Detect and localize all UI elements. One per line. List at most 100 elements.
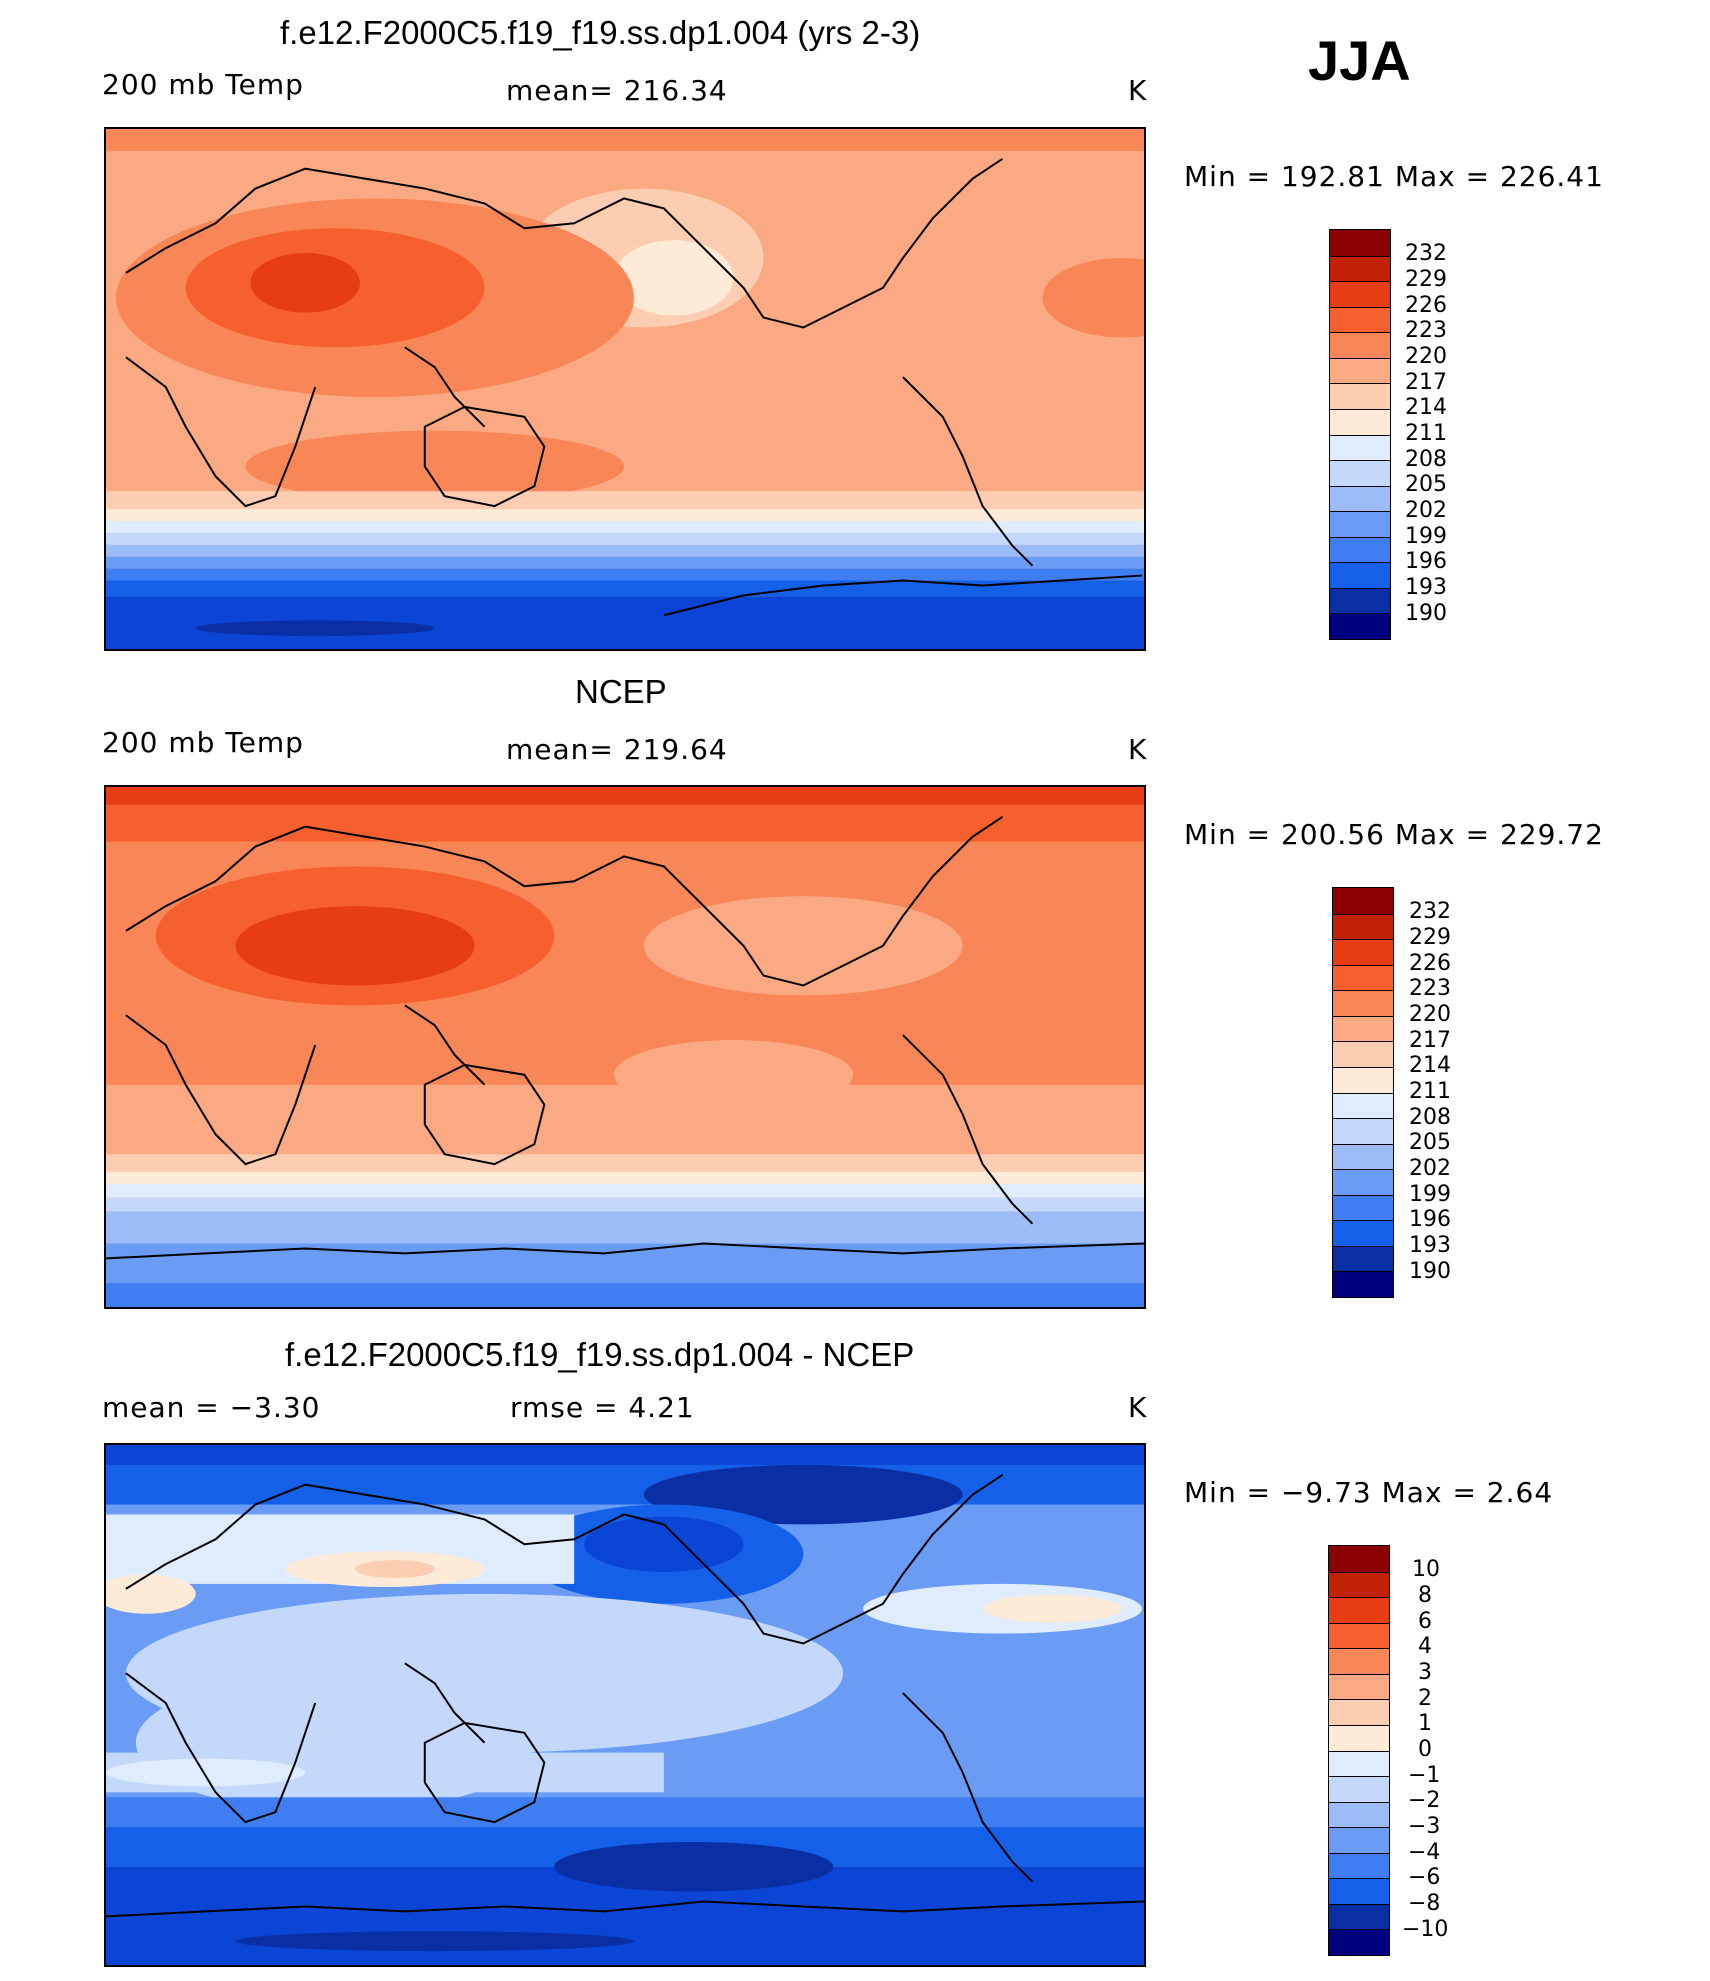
panel-2-tick: 199	[1409, 1182, 1451, 1207]
colorbar-swatch	[1329, 1571, 1389, 1598]
colorbar-swatch	[1330, 536, 1390, 563]
colorbar-swatch	[1329, 1724, 1389, 1751]
panel-2-tick: 226	[1409, 951, 1451, 976]
panel-3-tick: −2	[1408, 1788, 1441, 1813]
colorbar-swatch	[1330, 255, 1390, 282]
colorbar-swatch	[1330, 613, 1390, 639]
panel-3-tick: −1	[1408, 1763, 1441, 1788]
colorbar-swatch	[1333, 964, 1393, 991]
panel-1-title: f.e12.F2000C5.f19_f19.ss.dp1.004 (yrs 2-…	[280, 14, 921, 51]
panel-1-colorbar	[1329, 229, 1391, 640]
colorbar-swatch	[1329, 1699, 1389, 1725]
colorbar-swatch	[1330, 562, 1390, 588]
colorbar-swatch	[1330, 434, 1390, 461]
panel-3-map	[104, 1443, 1146, 1967]
panel-2-contour-field	[106, 787, 1144, 1307]
colorbar-swatch	[1333, 1194, 1393, 1221]
panel-1-tick: 232	[1405, 241, 1447, 266]
panel-1-tick: 196	[1405, 549, 1447, 574]
colorbar-swatch	[1329, 1546, 1389, 1572]
colorbar-swatch	[1333, 1015, 1393, 1042]
colorbar-swatch	[1329, 1852, 1389, 1879]
panel-3-contour-field	[106, 1445, 1144, 1965]
panel-3-tick: 10	[1412, 1557, 1440, 1582]
panel-1-minmax: Min = 192.81 Max = 226.41	[1184, 160, 1604, 193]
panel-2-tick: 193	[1409, 1233, 1451, 1258]
colorbar-swatch	[1330, 383, 1390, 409]
panel-2-tick: 223	[1409, 976, 1451, 1001]
panel-3-tick: 8	[1418, 1583, 1432, 1608]
panel-3-rmse-label: rmse = 4.21	[510, 1391, 695, 1424]
panel-3-mean-label: mean = −3.30	[102, 1391, 321, 1424]
panel-2-tick: 196	[1409, 1207, 1451, 1232]
panel-2-map	[104, 785, 1146, 1309]
colorbar-swatch	[1329, 1801, 1389, 1828]
colorbar-swatch	[1333, 1245, 1393, 1272]
colorbar-swatch	[1330, 587, 1390, 614]
panel-2-tick: 217	[1409, 1028, 1451, 1053]
panel-2-tick: 202	[1409, 1156, 1451, 1181]
panel-2-variable-label: 200 mb Temp	[102, 726, 304, 759]
colorbar-swatch	[1333, 1271, 1393, 1297]
colorbar-swatch	[1330, 281, 1390, 307]
panel-1-tick: 226	[1405, 293, 1447, 318]
panel-3-title: f.e12.F2000C5.f19_f19.ss.dp1.004 - NCEP	[285, 1336, 915, 1373]
panel-2-minmax: Min = 200.56 Max = 229.72	[1184, 818, 1604, 851]
panel-1-tick: 190	[1405, 601, 1447, 626]
panel-2-tick: 229	[1409, 925, 1451, 950]
panel-2-units-label: K	[1128, 733, 1148, 766]
panel-2-tick: 214	[1409, 1053, 1451, 1078]
panel-3-tick: −10	[1402, 1917, 1449, 1942]
panel-3-tick: 3	[1418, 1660, 1432, 1685]
panel-1-map	[104, 127, 1146, 651]
panel-1-tick: 208	[1405, 447, 1447, 472]
colorbar-swatch	[1330, 408, 1390, 435]
panel-1-tick: 202	[1405, 498, 1447, 523]
panel-3-tick: 0	[1418, 1737, 1432, 1762]
colorbar-swatch	[1333, 1143, 1393, 1170]
colorbar-swatch	[1329, 1903, 1389, 1930]
colorbar-swatch	[1333, 913, 1393, 940]
panel-2-tick: 205	[1409, 1130, 1451, 1155]
panel-3-tick: −3	[1408, 1814, 1441, 1839]
panel-3-colorbar	[1328, 1545, 1390, 1956]
colorbar-swatch	[1333, 1041, 1393, 1067]
panel-3-minmax: Min = −9.73 Max = 2.64	[1184, 1476, 1554, 1509]
panel-3-tick: 2	[1418, 1686, 1432, 1711]
panel-3-tick: −8	[1408, 1891, 1441, 1916]
panel-1-tick: 193	[1405, 575, 1447, 600]
colorbar-swatch	[1329, 1878, 1389, 1904]
colorbar-swatch	[1333, 1220, 1393, 1246]
panel-2-colorbar	[1332, 887, 1394, 1298]
colorbar-swatch	[1329, 1673, 1389, 1700]
panel-1-tick: 217	[1405, 370, 1447, 395]
panel-3-tick: 1	[1418, 1711, 1432, 1736]
panel-1-tick: 223	[1405, 318, 1447, 343]
panel-1-tick: 229	[1405, 267, 1447, 292]
panel-2-tick: 232	[1409, 899, 1451, 924]
panel-1-mean-label: mean= 216.34	[506, 74, 728, 107]
panel-3-tick: −4	[1408, 1840, 1441, 1865]
panel-1-tick: 220	[1405, 344, 1447, 369]
colorbar-swatch	[1333, 1118, 1393, 1144]
panel-3-tick: −6	[1408, 1865, 1441, 1890]
colorbar-swatch	[1329, 1776, 1389, 1802]
colorbar-swatch	[1330, 332, 1390, 358]
colorbar-swatch	[1333, 1066, 1393, 1093]
colorbar-swatch	[1329, 1648, 1389, 1674]
panel-2-tick: 208	[1409, 1105, 1451, 1130]
colorbar-swatch	[1329, 1827, 1389, 1853]
panel-1-contour-field	[106, 129, 1144, 649]
panel-1-variable-label: 200 mb Temp	[102, 68, 304, 101]
panel-3-units-label: K	[1128, 1391, 1148, 1424]
colorbar-swatch	[1333, 990, 1393, 1016]
colorbar-swatch	[1329, 1929, 1389, 1955]
panel-2-title: NCEP	[575, 673, 667, 710]
colorbar-swatch	[1333, 1092, 1393, 1119]
panel-1-tick: 199	[1405, 524, 1447, 549]
colorbar-swatch	[1330, 357, 1390, 384]
colorbar-swatch	[1330, 230, 1390, 256]
season-label: JJA	[1308, 29, 1411, 92]
colorbar-swatch	[1330, 306, 1390, 333]
colorbar-swatch	[1333, 939, 1393, 965]
